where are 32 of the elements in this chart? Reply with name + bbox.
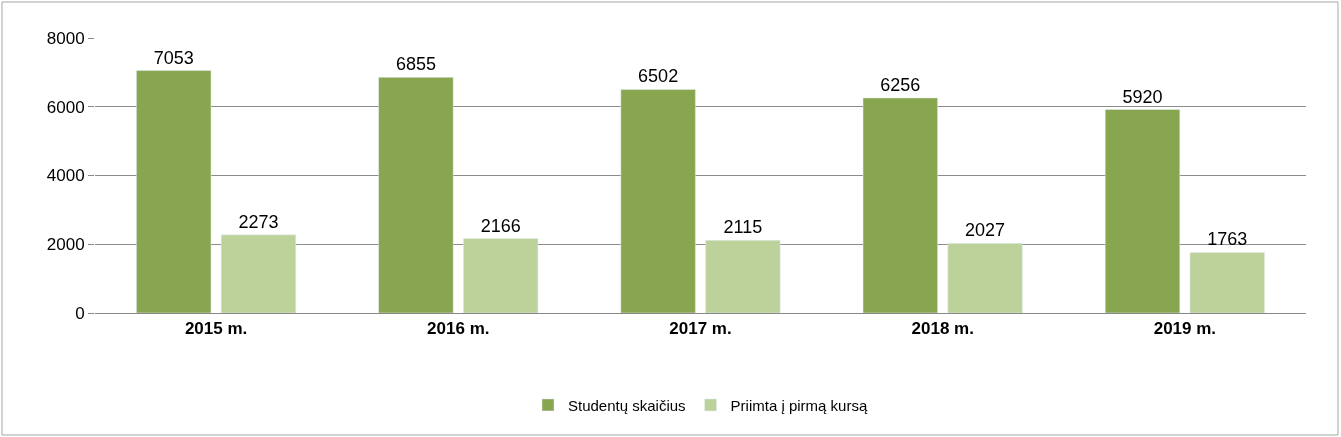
data-label: 1763 xyxy=(1207,229,1248,250)
y-tick-label: 8000 xyxy=(46,28,85,48)
y-tick-label: 6000 xyxy=(46,97,85,117)
data-label: 2027 xyxy=(965,220,1006,241)
bar xyxy=(947,243,1023,313)
legend-label: Priimta į pirmą kursą xyxy=(730,396,868,414)
bar xyxy=(463,238,539,313)
x-tick-label: 2015 m. xyxy=(184,319,248,339)
data-label: 2166 xyxy=(480,215,521,236)
data-label: 2273 xyxy=(238,211,279,232)
y-tick-label: 2000 xyxy=(46,235,85,255)
bar xyxy=(620,89,696,313)
bar xyxy=(378,77,454,313)
bar xyxy=(862,97,938,313)
bar xyxy=(136,70,212,313)
bar xyxy=(1104,109,1181,313)
x-tick-label: 2016 m. xyxy=(427,319,490,339)
bar xyxy=(220,234,297,313)
data-label: 7053 xyxy=(153,47,194,68)
legend-label: Studentų skaičius xyxy=(568,396,686,414)
data-label: 5920 xyxy=(1122,86,1163,107)
x-tick-label: 2019 m. xyxy=(1153,319,1217,339)
data-label: 6502 xyxy=(638,66,679,87)
x-tick-label: 2017 m. xyxy=(669,319,732,339)
data-label: 2115 xyxy=(723,217,763,238)
bar xyxy=(1189,252,1265,313)
y-tick-label: 4000 xyxy=(46,166,85,186)
x-tick-label: 2018 m. xyxy=(911,319,974,339)
bar xyxy=(705,240,781,313)
data-label: 6855 xyxy=(395,54,436,75)
y-tick-label: 0 xyxy=(75,303,85,323)
data-label: 6256 xyxy=(880,74,921,95)
